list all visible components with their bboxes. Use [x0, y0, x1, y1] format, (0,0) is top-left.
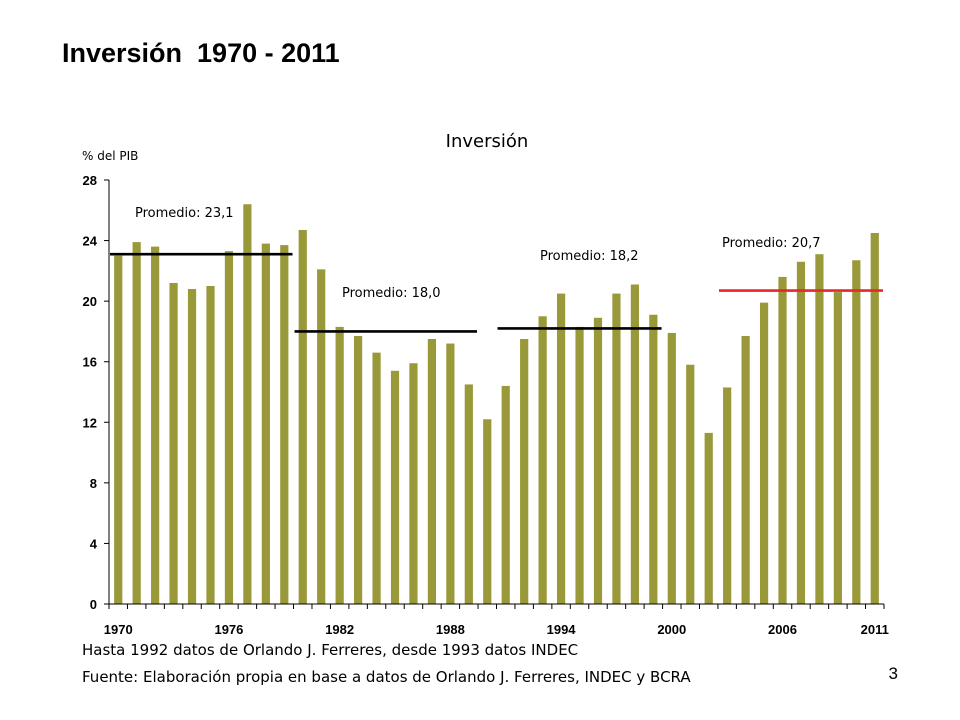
- x-tick-label: 1970: [104, 622, 133, 637]
- bar-2001: [686, 364, 695, 604]
- x-tick-label: 2006: [768, 622, 797, 637]
- bar-1993: [538, 316, 547, 604]
- x-tick-label: 1988: [436, 622, 465, 637]
- bar-1973: [169, 282, 178, 604]
- chart-title: Inversión: [446, 131, 529, 152]
- bar-1984: [372, 352, 381, 604]
- bar-1983: [354, 335, 363, 604]
- x-tick-label: 1976: [214, 622, 243, 637]
- average-label: Promedio: 18,2: [540, 249, 639, 264]
- y-axis-label: % del PIB: [82, 149, 138, 163]
- bar-1976: [224, 251, 234, 605]
- bar-1985: [390, 370, 400, 604]
- bar-1992: [520, 339, 529, 604]
- y-tick-label: 4: [90, 536, 98, 551]
- average-lines-group: Promedio: 23,1 Promedio: 18,0 Promedio: 18…: [110, 206, 883, 333]
- y-tick-label: 28: [83, 173, 97, 188]
- bar-1975: [206, 286, 215, 604]
- source-credit-note: Fuente: Elaboración propia en base a dat…: [82, 668, 691, 686]
- y-tick-label: 12: [83, 415, 97, 430]
- x-axis: 1970 1976 1982 1988 1994 2000 2006 2011: [104, 603, 889, 637]
- bar-2002: [704, 432, 713, 604]
- bar-1994: [556, 293, 566, 604]
- page-number: 3: [888, 664, 898, 683]
- y-axis: 0 4 8 12 16 20 24 28: [83, 173, 110, 612]
- bar-1979: [280, 245, 289, 605]
- bar-1977: [243, 204, 252, 605]
- y-tick-label: 20: [83, 294, 97, 309]
- x-tick-label: 1982: [325, 622, 354, 637]
- bar-1998: [630, 284, 639, 604]
- bar-1972: [151, 246, 160, 604]
- bar-1986: [409, 363, 418, 604]
- bar-1971: [132, 242, 141, 604]
- x-tick-label: 2000: [657, 622, 686, 637]
- x-tick-label: 1994: [547, 622, 577, 637]
- bar-2005: [759, 302, 769, 604]
- bar-1978: [261, 243, 270, 604]
- bars-group: [114, 204, 879, 605]
- bar-2007: [796, 261, 806, 604]
- data-source-note: Hasta 1992 datos de Orlando J. Ferreres,…: [82, 641, 579, 659]
- bar-1989: [464, 384, 473, 604]
- bar-1997: [612, 293, 621, 604]
- bar-1991: [501, 385, 510, 604]
- slide-title: Inversión 1970 - 2011: [62, 38, 340, 68]
- y-tick-label: 0: [90, 597, 97, 612]
- y-tick-label: 8: [90, 476, 97, 491]
- bar-1988: [446, 343, 455, 604]
- bar-1996: [593, 317, 603, 604]
- bar-2004: [741, 335, 750, 604]
- bar-1982: [335, 326, 344, 604]
- average-label: Promedio: 20,7: [722, 236, 821, 251]
- y-tick-label: 16: [83, 355, 97, 370]
- bar-2006: [778, 276, 787, 604]
- bar-1974: [187, 289, 197, 604]
- x-tick-label: 2011: [861, 622, 889, 637]
- bar-1980: [298, 229, 307, 604]
- bar-2000: [667, 332, 676, 604]
- average-label: Promedio: 23,1: [135, 206, 234, 221]
- bar-1999: [649, 314, 658, 604]
- bar-2008: [815, 254, 824, 604]
- y-tick-label: 24: [83, 234, 98, 249]
- bar-2010: [852, 260, 861, 604]
- bar-1995: [575, 326, 584, 604]
- bar-2009: [833, 292, 842, 604]
- average-label: Promedio: 18,0: [342, 286, 441, 301]
- bar-1981: [317, 269, 326, 604]
- bar-1970: [114, 255, 123, 604]
- bar-1990: [483, 419, 492, 604]
- bar-1987: [427, 339, 437, 604]
- bar-2011: [870, 233, 879, 604]
- bar-2003: [723, 387, 732, 604]
